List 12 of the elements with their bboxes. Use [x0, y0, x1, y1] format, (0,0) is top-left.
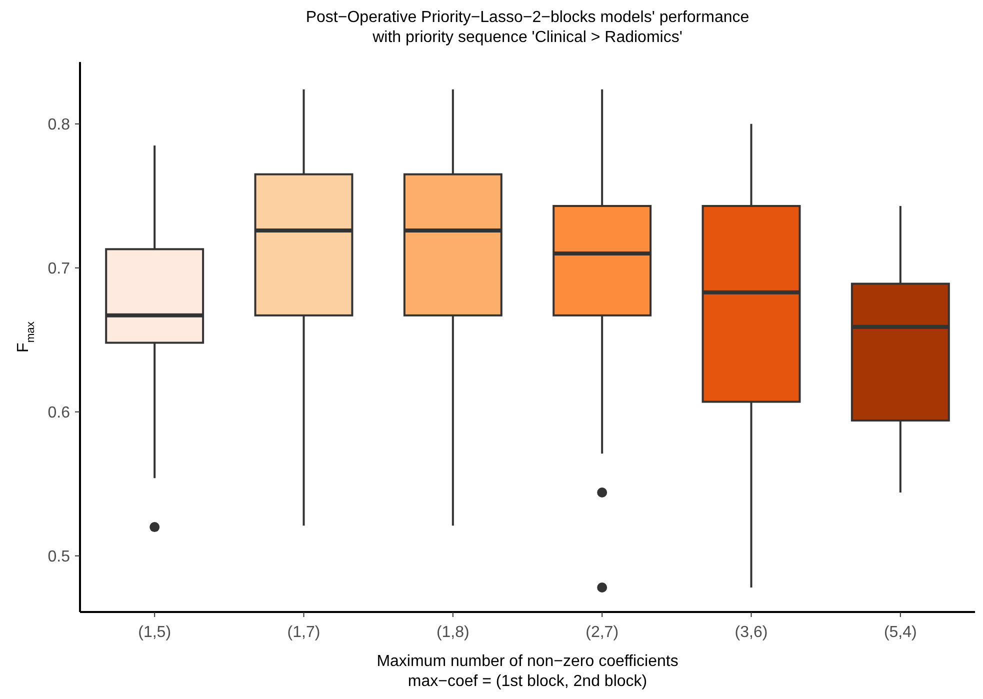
y-tick-label: 0.6	[48, 404, 70, 422]
y-tick-label: 0.7	[48, 260, 70, 278]
x-tick-label: (2,7)	[586, 624, 619, 641]
x-tick-label: (1,5)	[138, 624, 172, 641]
x-axis-title: Maximum number of non−zero coefficients max−coef = (1st block, 2nd block)	[376, 653, 678, 690]
x-tick-label: (5,4)	[884, 624, 917, 641]
x-tick-label: (1,7)	[287, 624, 320, 641]
chart-title: Post−Operative Priority−Lasso−2−blocks models' performance with priority sequence 'Clinical > Radiomics'	[306, 9, 750, 46]
y-tick-label: 0.5	[48, 548, 70, 566]
x-tick-label: (1,8)	[436, 624, 470, 641]
x-tick-label: (3,6)	[734, 624, 768, 641]
y-tick-label: 0.8	[48, 116, 70, 134]
